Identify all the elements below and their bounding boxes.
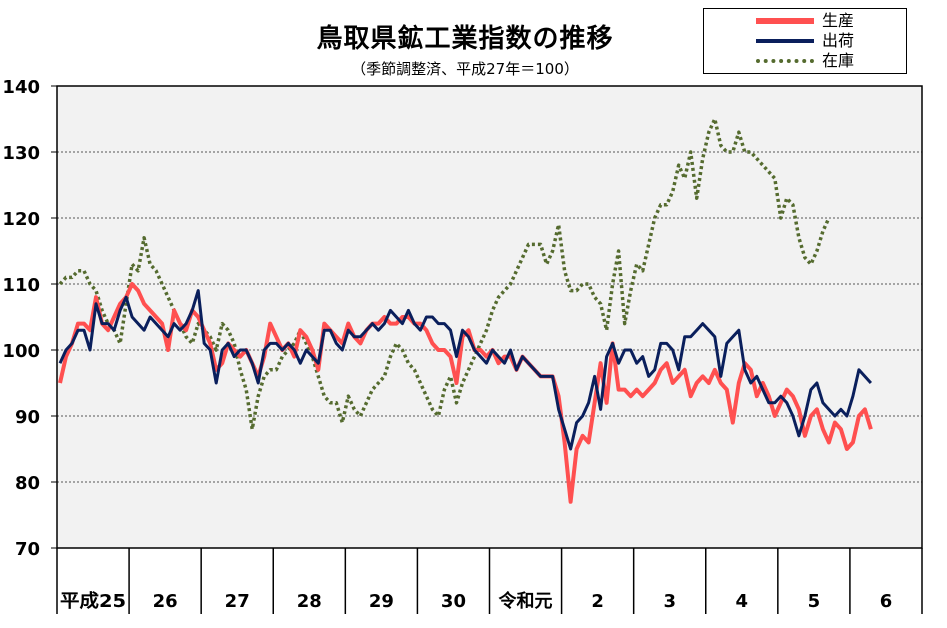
ytick-label-70: 70: [15, 539, 40, 560]
ytick-label-80: 80: [15, 473, 40, 494]
legend-label-production: 生産: [822, 11, 855, 30]
year-label-10: 5: [808, 591, 821, 612]
year-label-7: 2: [591, 591, 604, 612]
year-label-11: 6: [880, 591, 893, 612]
ytick-label-130: 130: [2, 143, 40, 164]
legend-label-shipment: 出荷: [822, 31, 855, 50]
year-label-3: 28: [297, 591, 322, 612]
year-label-4: 29: [369, 591, 394, 612]
legend-swatch-inventory: [756, 59, 814, 63]
legend-swatch-shipment: [756, 39, 814, 43]
ytick-label-140: 140: [2, 77, 40, 98]
series-line-shipment: [58, 289, 873, 451]
year-label-6: 令和元: [498, 590, 553, 612]
ytick-label-90: 90: [15, 407, 40, 428]
year-label-0: 平成25: [60, 590, 126, 612]
year-label-5: 30: [441, 591, 466, 612]
ytick-label-110: 110: [2, 275, 40, 296]
series-line-inventory: [58, 117, 831, 431]
ytick-label-100: 100: [2, 341, 40, 362]
legend-item-shipment: 出荷: [704, 31, 906, 51]
year-label-2: 27: [225, 591, 250, 612]
legend-item-production: 生産: [704, 11, 906, 31]
plot-area: [57, 86, 922, 548]
legend-item-inventory: 在庫: [704, 51, 906, 71]
legend-swatch-production: [756, 18, 814, 24]
legend-label-inventory: 在庫: [822, 51, 855, 70]
ytick-label-120: 120: [2, 209, 40, 230]
year-label-9: 4: [736, 591, 749, 612]
chart-subtitle: （季節調整済、平成27年＝100）: [351, 60, 579, 78]
chart-title: 鳥取県鉱工業指数の推移: [316, 24, 614, 54]
legend: 生産 出荷 在庫: [703, 8, 907, 74]
year-label-8: 3: [663, 591, 676, 612]
year-label-1: 26: [153, 591, 178, 612]
